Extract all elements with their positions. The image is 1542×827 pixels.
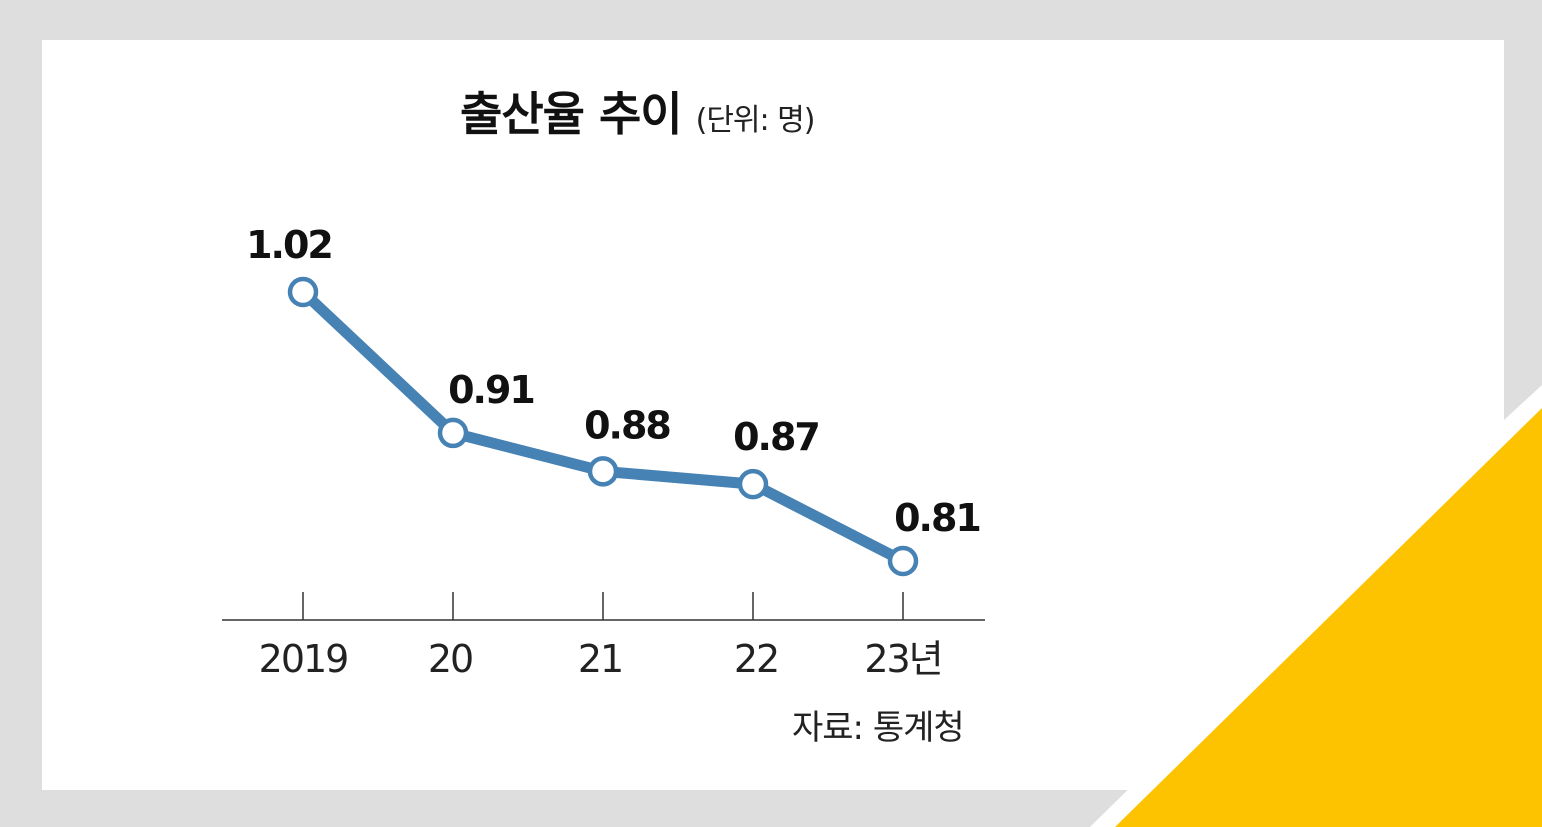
chart-title-text: 출산율 추이 [460, 87, 683, 141]
data-point [737, 468, 769, 500]
data-label: 0.87 [733, 415, 819, 459]
data-label: 0.81 [894, 496, 980, 540]
data-point [887, 545, 919, 577]
data-label: 0.91 [448, 368, 534, 412]
source-note: 자료: 통계청 [792, 708, 965, 748]
x-axis [222, 592, 985, 621]
chart-title: 출산율 추이 (단위: 명) [460, 78, 816, 144]
x-tick-label: 2019 [259, 637, 348, 681]
data-labels: 1.02 0.91 0.88 0.87 0.81 [246, 223, 982, 540]
data-points [287, 276, 919, 577]
chart-unit-text: (단위: 명) [695, 103, 816, 138]
x-tick-labels: 2019 20 21 22 23년 [259, 637, 944, 681]
x-tick-label: 23년 [864, 637, 941, 681]
x-tick-label: 21 [578, 637, 622, 681]
x-tick-label: 22 [734, 637, 778, 681]
data-point [587, 456, 619, 487]
data-point [437, 417, 469, 449]
data-label: 1.02 [246, 223, 332, 267]
data-label: 0.88 [584, 403, 670, 447]
x-tick-label: 20 [428, 637, 472, 681]
data-point [287, 276, 319, 308]
